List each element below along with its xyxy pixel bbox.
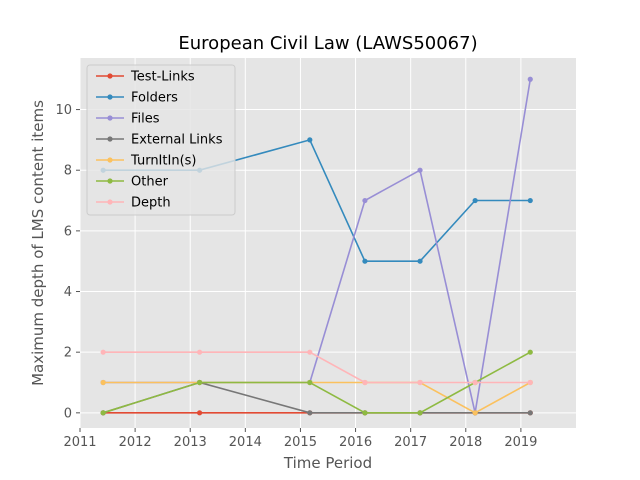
legend-entry: TurnItIn(s) <box>96 154 196 169</box>
x-axis: 2011 2012 2013 2014 2015 2016 2017 2018 2019 <box>63 428 537 450</box>
legend-marker <box>107 94 113 100</box>
x-axis-label: Time Period <box>283 454 372 472</box>
data-point <box>472 410 478 416</box>
legend-label: Folders <box>131 91 178 106</box>
y-tick-label: 10 <box>55 103 72 118</box>
y-axis: 0 2 4 6 8 10 <box>55 103 80 421</box>
data-point <box>362 258 368 264</box>
legend-label: Files <box>131 112 160 127</box>
x-tick-label: 2017 <box>394 435 427 450</box>
x-tick-label: 2018 <box>449 435 482 450</box>
y-tick-label: 6 <box>64 224 72 239</box>
series-depth <box>100 349 533 386</box>
data-point <box>472 379 478 386</box>
legend-label: TurnItIn(s) <box>130 154 196 169</box>
data-point <box>527 379 533 386</box>
y-axis-label: Maximum depth of LMS content items <box>29 100 47 386</box>
legend-label: Test-Links <box>130 70 195 85</box>
data-point <box>307 379 313 386</box>
legend: Test-Links Folders Files External Links Turn… <box>86 64 236 216</box>
legend-marker <box>107 115 113 121</box>
data-point <box>362 197 368 204</box>
data-point <box>362 379 368 386</box>
data-point <box>417 167 423 173</box>
data-point <box>307 410 313 416</box>
x-tick-label: 2013 <box>174 435 207 450</box>
data-point <box>527 349 533 355</box>
legend-entry: Other <box>96 175 169 190</box>
legend-entry: Folders <box>96 91 178 106</box>
chart-title: European Civil Law (LAWS50067) <box>178 33 477 54</box>
x-tick-label: 2011 <box>63 435 96 450</box>
legend-marker <box>107 199 113 205</box>
data-point <box>100 349 106 355</box>
data-point <box>100 410 106 416</box>
data-point <box>472 197 478 204</box>
data-point <box>527 197 533 204</box>
legend-entry: Depth <box>96 196 171 211</box>
data-point <box>196 379 203 386</box>
legend-label: Other <box>131 175 169 190</box>
x-tick-label: 2019 <box>504 435 537 450</box>
legend-box <box>86 64 236 216</box>
y-tick-label: 4 <box>64 285 72 300</box>
x-tick-label: 2014 <box>229 435 262 450</box>
data-point <box>417 410 423 416</box>
x-tick-label: 2016 <box>339 435 372 450</box>
data-point <box>196 349 203 355</box>
y-tick-label: 0 <box>64 406 72 421</box>
x-tick-label: 2015 <box>284 435 317 450</box>
data-point <box>362 410 368 416</box>
y-tick-label: 2 <box>64 346 72 361</box>
legend-marker <box>107 73 113 79</box>
x-tick-label: 2012 <box>119 435 152 450</box>
data-point <box>307 137 313 143</box>
data-point <box>196 410 203 416</box>
series-layer <box>100 76 533 416</box>
data-point <box>527 76 533 82</box>
data-point <box>417 379 423 386</box>
data-point <box>527 410 533 416</box>
legend-entry: External Links <box>96 133 223 148</box>
legend-marker <box>107 157 113 163</box>
data-point <box>417 258 423 264</box>
y-tick-label: 8 <box>64 164 72 179</box>
legend-marker <box>107 178 113 184</box>
legend-marker <box>107 136 113 142</box>
data-point <box>100 379 106 386</box>
legend-entry: Test-Links <box>96 70 195 85</box>
legend-label: Depth <box>131 196 171 211</box>
data-point <box>307 349 313 355</box>
legend-label: External Links <box>131 133 223 148</box>
legend-entry: Files <box>96 112 160 127</box>
